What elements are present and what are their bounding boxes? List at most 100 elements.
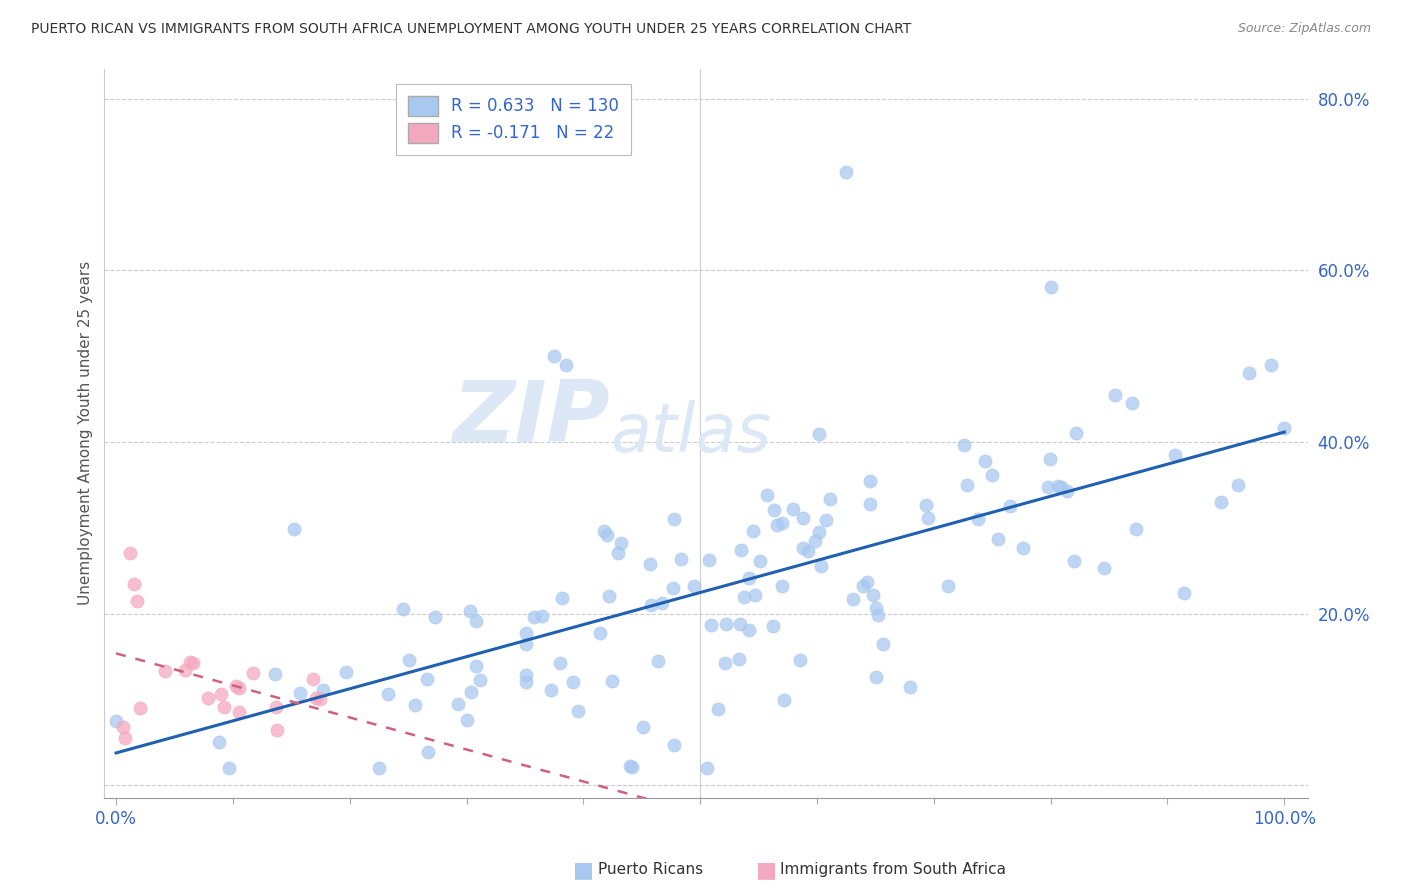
Point — [782, 502, 804, 516]
Point — [596, 527, 619, 541]
Point — [264, 699, 287, 714]
Point — [1260, 358, 1282, 372]
Point — [543, 349, 565, 363]
Point — [700, 617, 723, 632]
Point — [1049, 480, 1071, 494]
Point — [859, 497, 882, 511]
Point — [770, 516, 793, 531]
Point — [312, 683, 335, 698]
Point — [209, 688, 232, 702]
Point — [772, 693, 794, 707]
Point — [228, 706, 250, 720]
Point — [956, 478, 979, 492]
Point — [567, 704, 589, 718]
Text: ■: ■ — [574, 860, 593, 880]
Point — [179, 655, 201, 669]
Point — [730, 543, 752, 558]
Point — [377, 688, 399, 702]
Point — [818, 492, 841, 507]
Point — [738, 571, 761, 585]
Point — [714, 657, 737, 671]
Point — [619, 759, 641, 773]
Point — [367, 761, 389, 775]
Point — [515, 626, 537, 640]
Point — [288, 686, 311, 700]
Point — [447, 697, 470, 711]
Point — [127, 593, 149, 607]
Point — [515, 675, 537, 690]
Point — [242, 665, 264, 680]
Point — [114, 731, 136, 746]
Point — [335, 665, 357, 680]
Point — [530, 608, 553, 623]
Point — [593, 524, 616, 539]
Point — [523, 609, 546, 624]
Point — [515, 637, 537, 651]
Point — [900, 680, 922, 694]
Point — [789, 653, 811, 667]
Point — [425, 609, 447, 624]
Point — [1239, 366, 1261, 380]
Point — [1039, 280, 1062, 294]
Point — [808, 525, 831, 540]
Point — [174, 663, 197, 677]
Point — [515, 667, 537, 681]
Point — [733, 590, 755, 604]
Point — [105, 714, 128, 728]
Point — [770, 579, 793, 593]
Point — [796, 544, 818, 558]
Point — [554, 358, 576, 372]
Point — [416, 745, 439, 759]
Point — [766, 518, 789, 533]
Point — [808, 427, 831, 442]
Point — [803, 534, 825, 549]
Point — [1056, 484, 1078, 499]
Point — [762, 503, 785, 517]
Point — [228, 681, 250, 696]
Point — [835, 164, 858, 178]
Point — [915, 498, 938, 512]
Point — [682, 579, 704, 593]
Point — [862, 588, 884, 602]
Point — [842, 591, 865, 606]
Point — [872, 637, 894, 651]
Text: PUERTO RICAN VS IMMIGRANTS FROM SOUTH AFRICA UNEMPLOYMENT AMONG YOUTH UNDER 25 Y: PUERTO RICAN VS IMMIGRANTS FROM SOUTH AF… — [31, 22, 911, 37]
Point — [416, 672, 439, 686]
Point — [696, 761, 718, 775]
Point — [756, 488, 779, 502]
Text: Immigrants from South Africa: Immigrants from South Africa — [780, 863, 1007, 877]
Text: Puerto Ricans: Puerto Ricans — [598, 863, 703, 877]
Point — [987, 533, 1010, 547]
Text: ■: ■ — [756, 860, 776, 880]
Text: atlas: atlas — [610, 401, 770, 467]
Point — [551, 591, 574, 606]
Point — [225, 679, 247, 693]
Point — [122, 576, 145, 591]
Point — [974, 453, 997, 467]
Point — [1092, 561, 1115, 575]
Point — [266, 723, 288, 737]
Point — [465, 614, 488, 628]
Point — [456, 713, 478, 727]
Point — [309, 691, 332, 706]
Point — [647, 654, 669, 668]
Point — [620, 760, 643, 774]
Point — [153, 664, 176, 678]
Point — [218, 761, 240, 775]
Point — [728, 617, 751, 632]
Point — [128, 701, 150, 715]
Point — [468, 673, 491, 688]
Text: ZIP: ZIP — [453, 377, 610, 460]
Point — [1125, 522, 1147, 536]
Point — [640, 598, 662, 612]
Point — [404, 698, 426, 713]
Point — [638, 557, 661, 571]
Point — [1104, 387, 1126, 401]
Point — [464, 659, 486, 673]
Point — [810, 559, 832, 574]
Point — [707, 702, 730, 716]
Point — [762, 619, 785, 633]
Point — [1164, 448, 1187, 462]
Point — [1121, 396, 1143, 410]
Point — [562, 675, 585, 690]
